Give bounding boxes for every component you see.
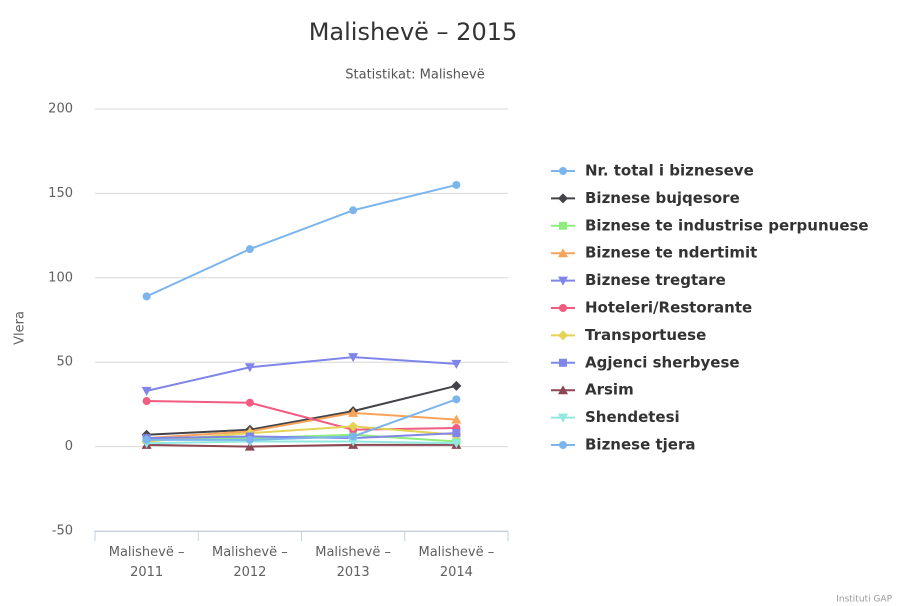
series-line <box>146 183 457 298</box>
y-tick-label: -50 <box>52 524 73 539</box>
data-point <box>348 407 359 417</box>
x-tick-label: Malishevë – 2012 <box>212 545 288 580</box>
series-line <box>146 443 457 448</box>
legend-label[interactable]: Shendetesi <box>585 408 680 426</box>
y-axis-title: Vlera <box>13 311 28 345</box>
y-tick-label: 150 <box>48 186 73 201</box>
legend-symbol <box>558 193 568 204</box>
data-point <box>141 386 152 396</box>
data-point <box>451 439 462 449</box>
legend-label[interactable]: Arsim <box>585 381 634 399</box>
legend-symbol <box>559 304 567 312</box>
series-line <box>146 440 457 445</box>
legend-label[interactable]: Hoteleri/Restorante <box>585 299 752 317</box>
legend-label[interactable]: Agjenci sherbyese <box>585 353 740 371</box>
data-point <box>349 206 358 215</box>
legend-symbol <box>558 276 568 286</box>
y-tick-label: 200 <box>48 102 73 117</box>
legend-symbol <box>558 385 568 395</box>
credits: Instituti GAP <box>836 595 892 605</box>
legend-symbol <box>558 413 568 423</box>
data-point <box>245 245 254 254</box>
legend-symbol <box>559 441 567 449</box>
x-tick-label: Malishevë – 2011 <box>108 545 185 580</box>
legend-symbol <box>558 248 568 258</box>
data-point <box>348 421 359 432</box>
y-tick-label: 50 <box>56 355 73 370</box>
legend-label[interactable]: Biznese bujqesore <box>585 189 740 207</box>
data-point <box>245 398 254 407</box>
legend-label[interactable]: Biznese te ndertimit <box>585 244 757 262</box>
y-tick-label: 100 <box>48 270 73 285</box>
legend-symbol <box>559 221 567 230</box>
data-point <box>348 437 359 447</box>
data-point <box>452 429 461 438</box>
data-point <box>348 353 359 363</box>
legend-label[interactable]: Biznese te industrise perpunuese <box>585 216 869 234</box>
series-line <box>146 398 457 441</box>
series-line <box>146 400 457 431</box>
legend-symbol <box>559 358 567 367</box>
series-line <box>146 356 457 392</box>
data-point <box>452 180 461 189</box>
chart-subtitle: Statistikat: Malishevë <box>345 68 485 83</box>
x-tick-label: Malishevë – 2014 <box>418 545 495 580</box>
chart-title: Malishevë – 2015 <box>309 18 518 46</box>
data-point <box>142 397 151 406</box>
series-line <box>146 384 457 436</box>
data-point <box>142 292 151 301</box>
y-tick-label: 0 <box>65 439 73 454</box>
series-line <box>146 411 457 440</box>
legend-label[interactable]: Transportuese <box>585 326 706 344</box>
data-point <box>451 414 462 424</box>
legend-label[interactable]: Biznese tjera <box>585 436 696 454</box>
data-point <box>349 432 358 441</box>
data-point <box>451 380 462 391</box>
x-tick-label: Malishevë – 2013 <box>315 545 391 580</box>
legend-symbol <box>558 330 568 341</box>
data-point <box>452 395 461 404</box>
legend-label[interactable]: Nr. total i bizneseve <box>585 162 754 180</box>
data-point <box>451 359 462 369</box>
data-point <box>245 435 254 444</box>
legend-label[interactable]: Biznese tregtare <box>585 271 726 289</box>
data-point <box>244 363 255 373</box>
legend-symbol <box>559 167 567 175</box>
data-point <box>142 435 151 444</box>
